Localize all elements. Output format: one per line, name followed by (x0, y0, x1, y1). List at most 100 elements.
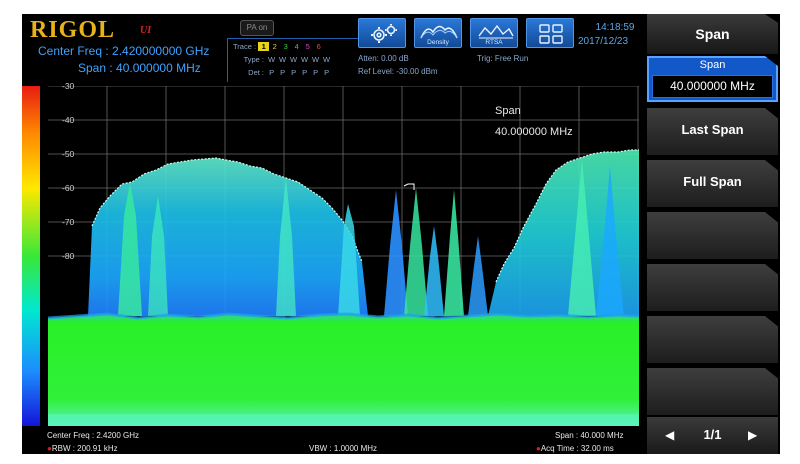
trace-3: 3 (283, 42, 288, 51)
trace-6: 6 (316, 42, 321, 51)
density-button[interactable]: Density (414, 18, 462, 48)
det-value: P (280, 68, 286, 77)
prev-page-icon[interactable]: ◀ (665, 428, 675, 442)
y-tick-label: -60 (62, 183, 75, 193)
empty-softkey[interactable] (647, 212, 778, 259)
footer-span[interactable]: Span : 40.000 MHz (555, 431, 624, 440)
clock-time: 14:18:59 (595, 22, 635, 33)
signal-spike (468, 236, 488, 316)
status-header: RIGOL UI Center Freq : 2.420000000 GHz S… (22, 14, 642, 82)
y-tick-label: -80 (62, 251, 75, 261)
signal-spike (444, 190, 464, 316)
density-icon (420, 25, 458, 39)
type-value: W (312, 55, 320, 64)
trace-label: Trace : (233, 42, 257, 51)
trace-5: 5 (305, 42, 310, 51)
det-value: P (302, 68, 308, 77)
softkey-panel: Span Span 40.000000 MHz Last Span Full S… (645, 14, 780, 454)
footer-vbw[interactable]: VBW : 1.0000 MHz (309, 444, 378, 453)
type-value: W (323, 55, 331, 64)
span-softkey[interactable]: Span 40.000000 MHz (647, 56, 778, 102)
page-indicator: 1/1 (703, 427, 722, 442)
type-label: Type : (243, 55, 264, 64)
type-value: W (290, 55, 298, 64)
empty-softkey[interactable] (647, 316, 778, 363)
span-softkey-caption: Span (699, 59, 726, 71)
y-tick-label: -70 (62, 217, 75, 227)
next-page-icon[interactable]: ▶ (748, 428, 758, 442)
signal-spike (118, 182, 142, 316)
footer-rbw-text: RBW : 200.91 kHz (51, 444, 118, 453)
max-hold-trace-left (91, 157, 363, 263)
footer-center-freq[interactable]: Center Freq : 2.4200 GHz (47, 431, 140, 440)
empty-softkey[interactable] (647, 264, 778, 311)
signal-spike (338, 204, 360, 316)
center-freq-readout[interactable]: Center Freq : 2.420000000 GHz (38, 44, 210, 58)
det-value: P (269, 68, 275, 77)
spectrum-analyzer-screen: RIGOL UI Center Freq : 2.420000000 GHz S… (22, 14, 780, 454)
trace-1: 1 (258, 42, 270, 51)
noise-floor-edge (48, 312, 639, 320)
signal-spike (596, 166, 624, 316)
signal-spike (276, 178, 296, 316)
layout-icon (539, 24, 563, 44)
det-value: P (313, 68, 319, 77)
noise-floor-bottom (48, 414, 639, 426)
max-hold-trace-right (495, 149, 639, 283)
span-annotation-value: 40.000000 MHz (495, 126, 573, 138)
full-span-label: Full Span (683, 174, 742, 189)
rtsa-button[interactable]: RTSA (470, 18, 518, 48)
footer-acq-time-text: Acq Time : 32.00 ms (540, 444, 614, 453)
signal-spike (384, 190, 408, 316)
y-tick-label: -30 (62, 81, 75, 91)
rbw-indicator-icon: ● (47, 444, 52, 453)
rtsa-icon (478, 24, 514, 39)
signal-spike (148, 196, 168, 316)
page-navigator: ◀ 1/1 ▶ (647, 417, 778, 454)
trace-2: 2 (272, 42, 277, 51)
last-span-softkey[interactable]: Last Span (647, 108, 778, 155)
type-value: W (301, 55, 309, 64)
clock-date: 2017/12/23 (578, 36, 629, 47)
span-readout[interactable]: Span : 40.000000 MHz (78, 61, 201, 75)
layout-button[interactable] (526, 18, 574, 48)
acq-indicator-icon: ● (536, 444, 541, 453)
trigger-readout[interactable]: Trig: Free Run (477, 54, 529, 63)
type-value: W (279, 55, 287, 64)
y-tick-label: -50 (62, 149, 75, 159)
brand-suffix: UI (140, 25, 152, 36)
brand-logo: RIGOL (30, 17, 116, 43)
menu-title: Span (647, 14, 778, 54)
full-span-softkey[interactable]: Full Span (647, 160, 778, 207)
det-label: Det : (248, 68, 264, 77)
det-value: P (291, 68, 297, 77)
empty-softkey[interactable] (647, 368, 778, 415)
spectrum-plot[interactable]: -30 -40 -50 -60 -70 -80 Span 40.000000 M… (48, 81, 639, 426)
max-hold-trace-spike (403, 183, 415, 190)
footer-rbw[interactable]: ●RBW : 200.91 kHz (47, 444, 118, 453)
span-value-field[interactable]: 40.000000 MHz (652, 75, 773, 98)
signal-spike (404, 188, 428, 316)
pa-badge[interactable]: PA on (240, 20, 274, 36)
settings-button[interactable] (358, 18, 406, 48)
last-span-label: Last Span (681, 122, 744, 137)
signal-spike (424, 226, 444, 316)
trace-4: 4 (294, 42, 299, 51)
ref-level-readout[interactable]: Ref Level: -30.00 dBm (358, 67, 438, 76)
rtsa-label: RTSA (485, 39, 503, 46)
noise-floor-density (48, 314, 639, 426)
atten-readout[interactable]: Atten: 0.00 dB (358, 54, 409, 63)
density-label: Density (427, 39, 449, 46)
span-annotation-label: Span (495, 105, 521, 117)
density-colorbar (22, 86, 40, 426)
signal-spike (568, 158, 596, 316)
det-value: P (324, 68, 330, 77)
y-tick-label: -40 (62, 115, 75, 125)
settings-icon (371, 24, 397, 43)
footer-acq-time[interactable]: ●Acq Time : 32.00 ms (536, 444, 614, 453)
spectrum-canvas (48, 86, 639, 426)
